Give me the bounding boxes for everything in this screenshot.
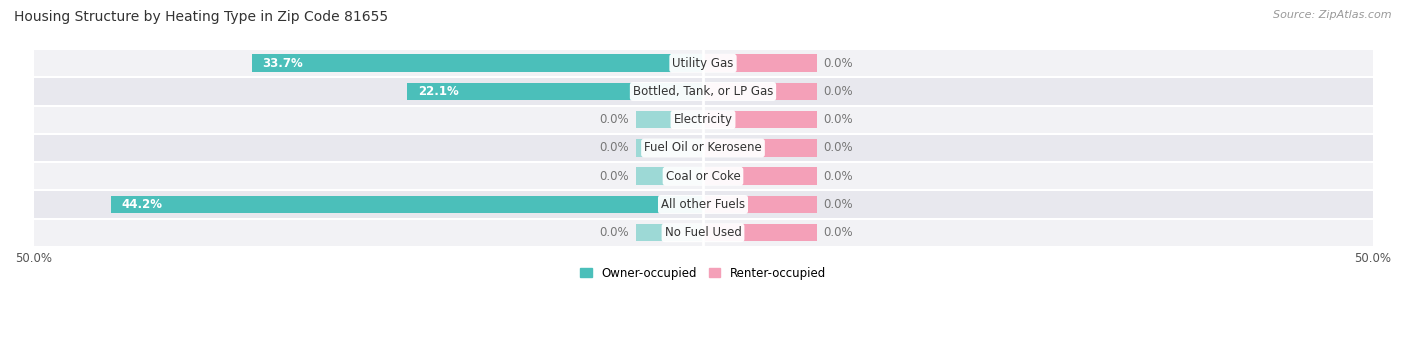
- Text: 0.0%: 0.0%: [824, 113, 853, 126]
- Text: No Fuel Used: No Fuel Used: [665, 226, 741, 239]
- Bar: [703, 83, 817, 100]
- Legend: Owner-occupied, Renter-occupied: Owner-occupied, Renter-occupied: [575, 262, 831, 284]
- Text: 0.0%: 0.0%: [600, 170, 630, 183]
- Text: 0.0%: 0.0%: [824, 226, 853, 239]
- Bar: [34, 106, 1372, 134]
- Text: Utility Gas: Utility Gas: [672, 57, 734, 70]
- Text: Electricity: Electricity: [673, 113, 733, 126]
- Text: 44.2%: 44.2%: [122, 198, 163, 211]
- Text: Bottled, Tank, or LP Gas: Bottled, Tank, or LP Gas: [633, 85, 773, 98]
- Text: 0.0%: 0.0%: [600, 113, 630, 126]
- Bar: [34, 190, 1372, 219]
- Bar: [408, 83, 703, 100]
- Bar: [252, 55, 703, 72]
- Bar: [34, 77, 1372, 106]
- Bar: [34, 162, 1372, 190]
- Text: Source: ZipAtlas.com: Source: ZipAtlas.com: [1274, 10, 1392, 20]
- Text: 0.0%: 0.0%: [600, 142, 630, 154]
- Text: 0.0%: 0.0%: [600, 226, 630, 239]
- Text: 0.0%: 0.0%: [824, 85, 853, 98]
- Bar: [636, 224, 703, 241]
- Text: Housing Structure by Heating Type in Zip Code 81655: Housing Structure by Heating Type in Zip…: [14, 10, 388, 24]
- Bar: [34, 49, 1372, 77]
- Text: 0.0%: 0.0%: [824, 142, 853, 154]
- Bar: [636, 139, 703, 157]
- Text: 33.7%: 33.7%: [263, 57, 304, 70]
- Bar: [703, 167, 817, 185]
- Text: 0.0%: 0.0%: [824, 198, 853, 211]
- Text: 0.0%: 0.0%: [824, 170, 853, 183]
- Bar: [703, 224, 817, 241]
- Bar: [703, 55, 817, 72]
- Bar: [111, 196, 703, 213]
- Bar: [703, 196, 817, 213]
- Text: Coal or Coke: Coal or Coke: [665, 170, 741, 183]
- Bar: [636, 167, 703, 185]
- Text: All other Fuels: All other Fuels: [661, 198, 745, 211]
- Bar: [703, 111, 817, 129]
- Bar: [34, 219, 1372, 247]
- Text: Fuel Oil or Kerosene: Fuel Oil or Kerosene: [644, 142, 762, 154]
- Text: 0.0%: 0.0%: [824, 57, 853, 70]
- Bar: [636, 111, 703, 129]
- Bar: [34, 134, 1372, 162]
- Bar: [703, 139, 817, 157]
- Text: 22.1%: 22.1%: [418, 85, 458, 98]
